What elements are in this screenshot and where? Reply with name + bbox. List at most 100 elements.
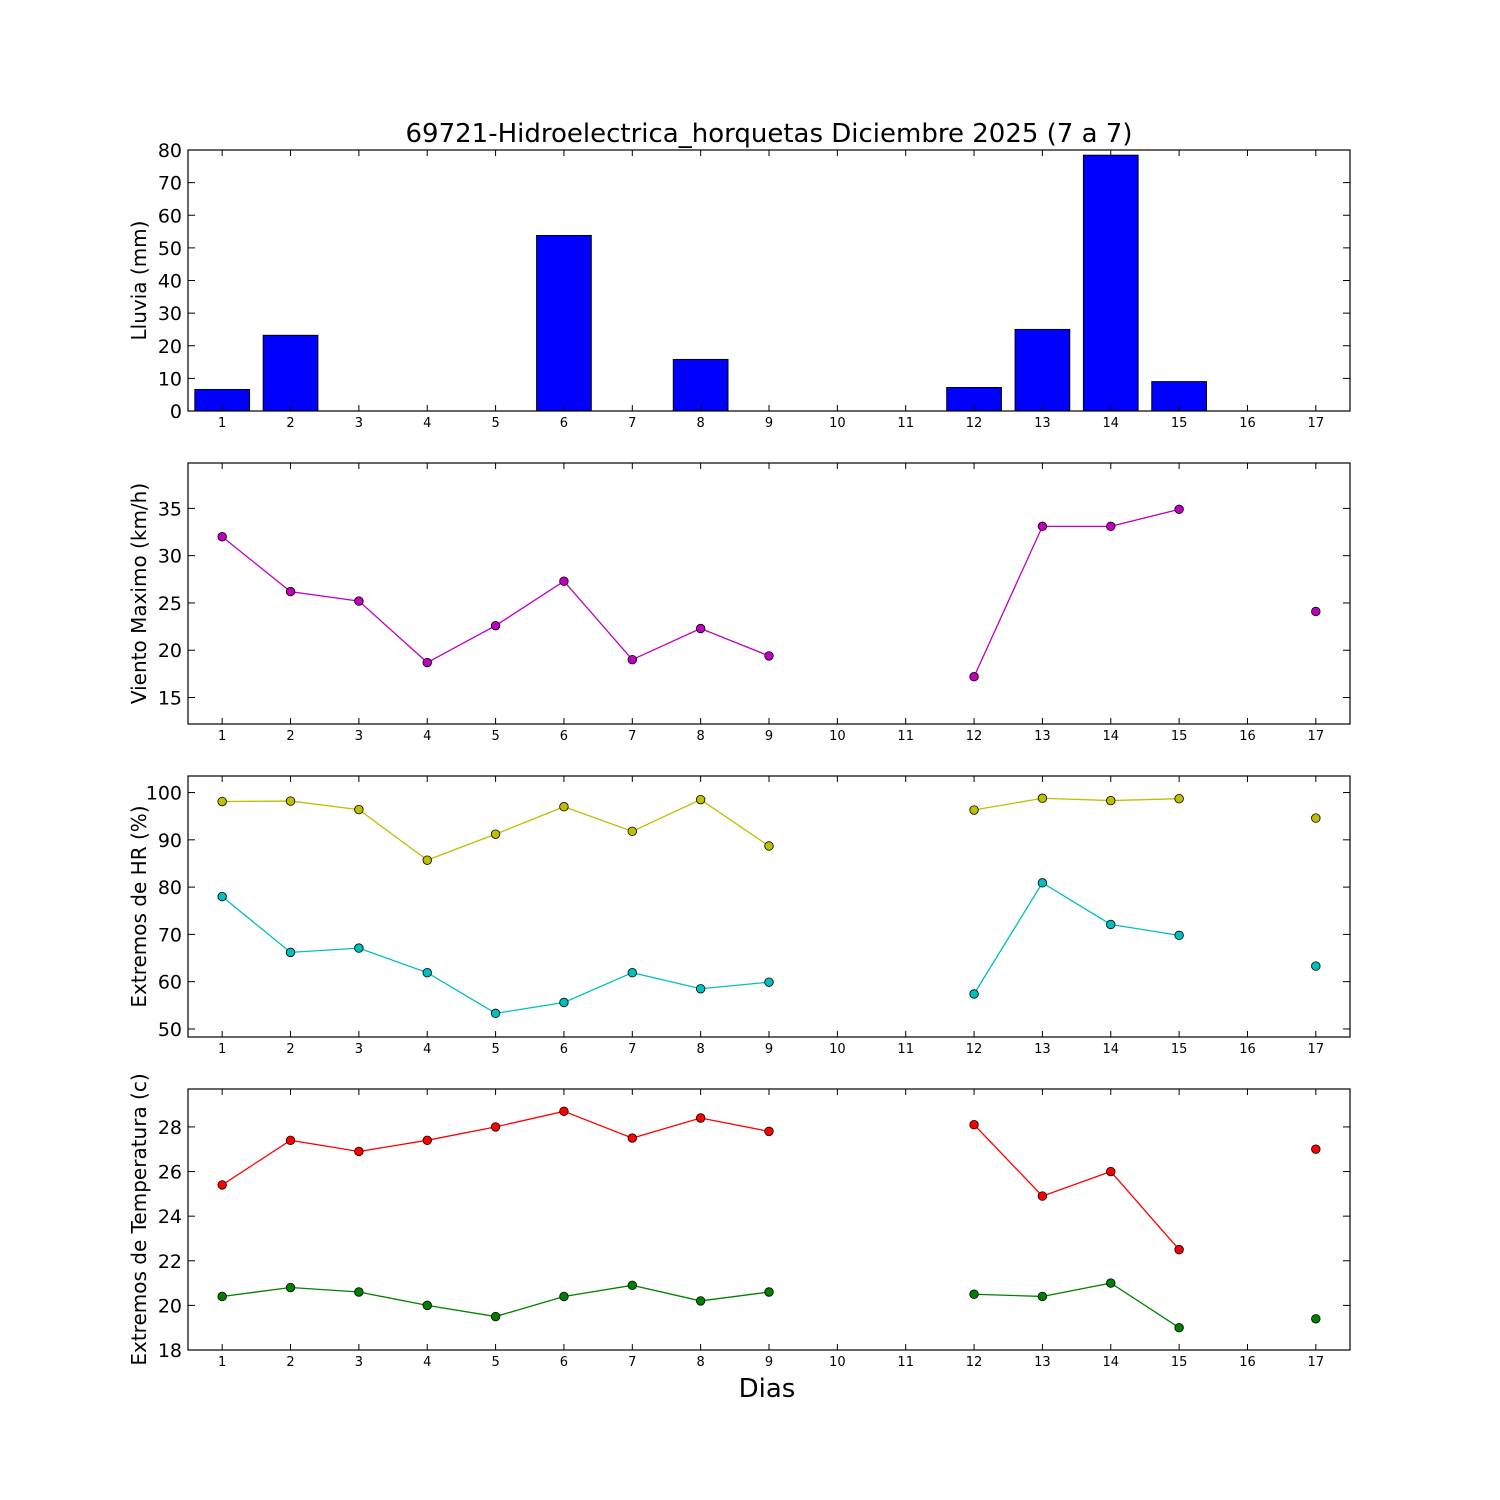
series-1-point-day-13	[1037, 521, 1048, 532]
panel-humedad: 1 2 3 4 5 6 7 8 9 10 11 12 13 14 15 16 175060708090100Ex…	[127, 775, 1351, 1057]
x-tick-label: 3	[355, 416, 363, 431]
x-tick-label: 14	[1102, 1355, 1119, 1370]
x-tick-label: 15	[1171, 416, 1188, 431]
y-tick-label: 80	[158, 140, 182, 162]
x-tick-label: 11	[897, 729, 914, 744]
x-tick-label: 1	[218, 1042, 226, 1057]
series-1-point-day-6	[559, 1106, 569, 1117]
series-2-point-day-2	[285, 947, 296, 958]
x-tick-label: 16	[1239, 1042, 1256, 1057]
x-tick-label: 12	[966, 1355, 983, 1370]
y-axis-label: Extremos de Temperatura (c)	[127, 1073, 151, 1365]
series-1-point-day-6	[559, 576, 569, 586]
x-tick-label: 10	[829, 416, 846, 431]
series-2-point-day-3	[354, 1287, 364, 1297]
x-tick-label: 16	[1239, 1355, 1256, 1370]
x-tick-label: 7	[628, 729, 636, 744]
series-1-point-day-15	[1174, 793, 1184, 804]
y-tick-label: 18	[158, 1340, 182, 1362]
x-tick-label: 1	[218, 1355, 226, 1370]
series-1-point-day-14	[1106, 795, 1116, 806]
x-tick-label: 5	[491, 1042, 499, 1057]
series-1-point-day-8	[695, 794, 706, 805]
series-1-point-day-17	[1311, 813, 1321, 823]
x-tick-label: 7	[628, 1042, 636, 1057]
series-2-point-day-3	[354, 943, 364, 953]
x-tick-label: 10	[829, 729, 846, 744]
x-tick-label: 12	[966, 729, 983, 744]
x-tick-label: 5	[491, 1355, 499, 1370]
series-1-point-day-7	[627, 1133, 637, 1143]
y-tick-label: 60	[158, 972, 182, 994]
y-axis-label: Extremos de HR (%)	[127, 805, 151, 1007]
bar-day-8	[672, 358, 729, 412]
series-1-point-day-17	[1311, 1144, 1321, 1154]
x-tick-label: 16	[1239, 416, 1256, 431]
series-2-point-day-13	[1037, 1291, 1048, 1302]
series-2-point-day-9	[764, 977, 774, 987]
series-1-line	[973, 797, 1180, 811]
series-2-point-day-14	[1106, 919, 1116, 930]
y-tick-label: 80	[158, 877, 182, 899]
series-1-point-day-13	[1037, 1191, 1048, 1201]
y-axis-label: Lluvia (mm)	[127, 221, 151, 341]
y-tick-label: 90	[158, 830, 182, 852]
series-2-point-day-4	[422, 967, 432, 978]
series-1-point-day-12	[969, 1119, 979, 1130]
x-tick-label: 8	[697, 1042, 705, 1057]
y-tick-label: 70	[158, 173, 182, 195]
series-1-point-day-1	[217, 796, 227, 807]
x-tick-label: 15	[1171, 1355, 1188, 1370]
x-tick-label: 6	[560, 416, 568, 431]
x-tick-label: 6	[560, 1355, 568, 1370]
series-1-line	[973, 508, 1180, 677]
x-tick-label: 8	[697, 1355, 705, 1370]
x-tick-label: 9	[765, 416, 773, 431]
series-2-point-day-1	[217, 891, 227, 902]
series-1-point-day-9	[764, 651, 774, 661]
series-1-point-day-14	[1106, 1166, 1116, 1177]
panel-lluvia: 1 2 3 4 5 6 7 8 9 10 11 12 13 14 15 16 17010203040506070…	[127, 119, 1351, 431]
y-tick-label: 70	[158, 924, 182, 946]
x-tick-label: 2	[286, 729, 294, 744]
series-1-point-day-2	[285, 586, 296, 597]
series-2-point-day-4	[422, 1300, 432, 1311]
series-1-point-day-1	[217, 1180, 227, 1190]
series-1-point-day-17	[1311, 606, 1321, 617]
y-tick-label: 28	[158, 1117, 182, 1139]
series-2-point-day-5	[490, 1008, 501, 1019]
series-2-line	[973, 881, 1180, 995]
series-2-point-day-14	[1106, 1278, 1116, 1288]
series-1-point-day-8	[695, 623, 706, 634]
series-1-point-day-1	[217, 532, 227, 542]
series-2-point-day-17	[1311, 961, 1321, 971]
bar-day-6	[536, 234, 592, 412]
x-tick-label: 14	[1102, 729, 1119, 744]
x-tick-label: 2	[286, 416, 294, 431]
series-1-point-day-2	[285, 796, 296, 806]
x-tick-label: 9	[765, 729, 773, 744]
series-2-point-day-7	[627, 1280, 637, 1291]
series-1-point-day-4	[422, 855, 432, 865]
x-tick-label: 3	[355, 1042, 363, 1057]
x-tick-label: 1	[218, 729, 226, 744]
series-1-point-day-7	[627, 654, 637, 665]
x-axis-label: Dias	[739, 1374, 796, 1404]
x-tick-label: 11	[897, 1042, 914, 1057]
series-2-point-day-17	[1311, 1314, 1321, 1324]
x-tick-label: 6	[560, 729, 568, 744]
series-1-point-day-9	[764, 841, 774, 851]
x-tick-label: 4	[423, 1355, 431, 1370]
series-1-point-day-5	[490, 829, 501, 839]
x-tick-label: 2	[286, 1355, 294, 1370]
series-1-point-day-15	[1174, 1244, 1184, 1255]
x-tick-label: 9	[765, 1042, 773, 1057]
series-2-point-day-6	[559, 997, 569, 1008]
y-axis-label: Viento Maximo (km/h)	[127, 483, 151, 704]
y-tick-label: 35	[158, 498, 182, 520]
x-tick-label: 13	[1034, 1042, 1051, 1057]
series-2-point-day-8	[695, 1296, 706, 1306]
y-tick-label: 40	[158, 271, 182, 293]
x-tick-label: 17	[1308, 1042, 1325, 1057]
